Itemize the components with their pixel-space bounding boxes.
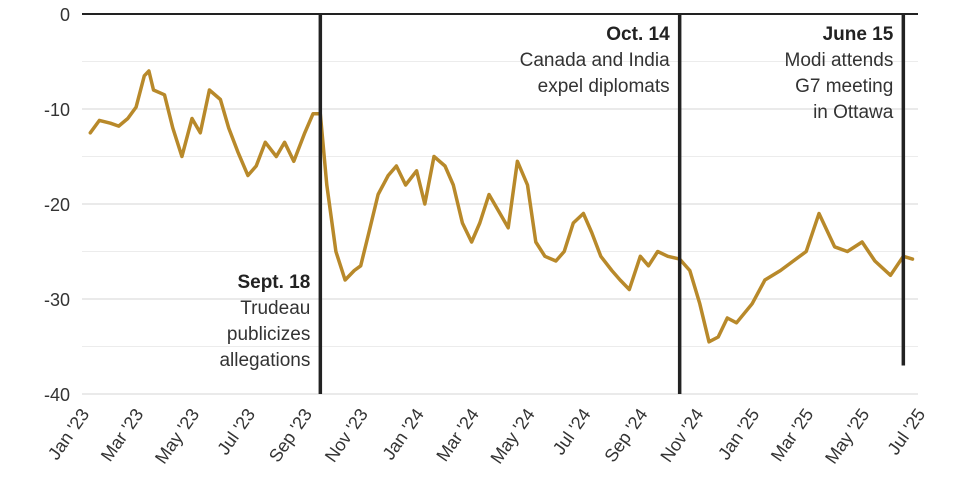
annotation-date: Oct. 14 (606, 24, 670, 45)
annotation-text: Canada and India (520, 50, 670, 71)
x-axis: Jan '23 Mar '23 May '23 Jul '23 Sep '23 Nov '… (44, 405, 929, 468)
series-line (88, 69, 915, 344)
x-tick-label: May '23 (151, 405, 203, 468)
series-layer (88, 69, 915, 344)
x-tick-label: May '25 (821, 405, 873, 468)
x-tick-label: Mar '23 (97, 405, 147, 465)
x-tick-label: Jul '23 (213, 405, 259, 459)
x-tick-label: Nov '24 (656, 405, 707, 466)
y-tick-label: -10 (44, 100, 70, 120)
x-tick-label: Sep '24 (600, 405, 651, 466)
x-tick-label: Jan '24 (379, 405, 428, 464)
annotations-layer: Sept. 18 Trudeau publicizes allegations Oct.… (219, 14, 906, 394)
annotation-date: Sept. 18 (237, 272, 310, 293)
gridlines (82, 13, 918, 395)
x-tick-label: Nov '23 (321, 405, 372, 466)
annotation-text: in Ottawa (813, 102, 894, 123)
x-tick-label: Jul '25 (883, 405, 929, 459)
x-tick-label: Mar '24 (432, 405, 482, 465)
annotation-text: allegations (219, 350, 310, 371)
x-tick-label: Jan '23 (44, 405, 93, 464)
x-tick-label: Mar '25 (767, 405, 817, 465)
y-tick-label: -40 (44, 385, 70, 405)
annotation-text: publicizes (227, 324, 310, 345)
annotation-text: G7 meeting (795, 76, 893, 97)
annotation-text: Modi attends (785, 50, 894, 71)
x-tick-label: May '24 (487, 405, 539, 468)
annotation-text: Trudeau (240, 298, 310, 319)
y-tick-label: 0 (60, 5, 70, 25)
y-axis: 0 -10 -20 -30 -40 (44, 5, 70, 405)
x-tick-label: Sep '23 (265, 405, 316, 466)
x-tick-label: Jul '24 (549, 405, 595, 459)
annotation-date: June 15 (823, 24, 894, 45)
y-tick-label: -30 (44, 290, 70, 310)
x-tick-label: Jan '25 (714, 405, 763, 464)
y-tick-label: -20 (44, 195, 70, 215)
annotation-text: expel diplomats (538, 76, 670, 97)
